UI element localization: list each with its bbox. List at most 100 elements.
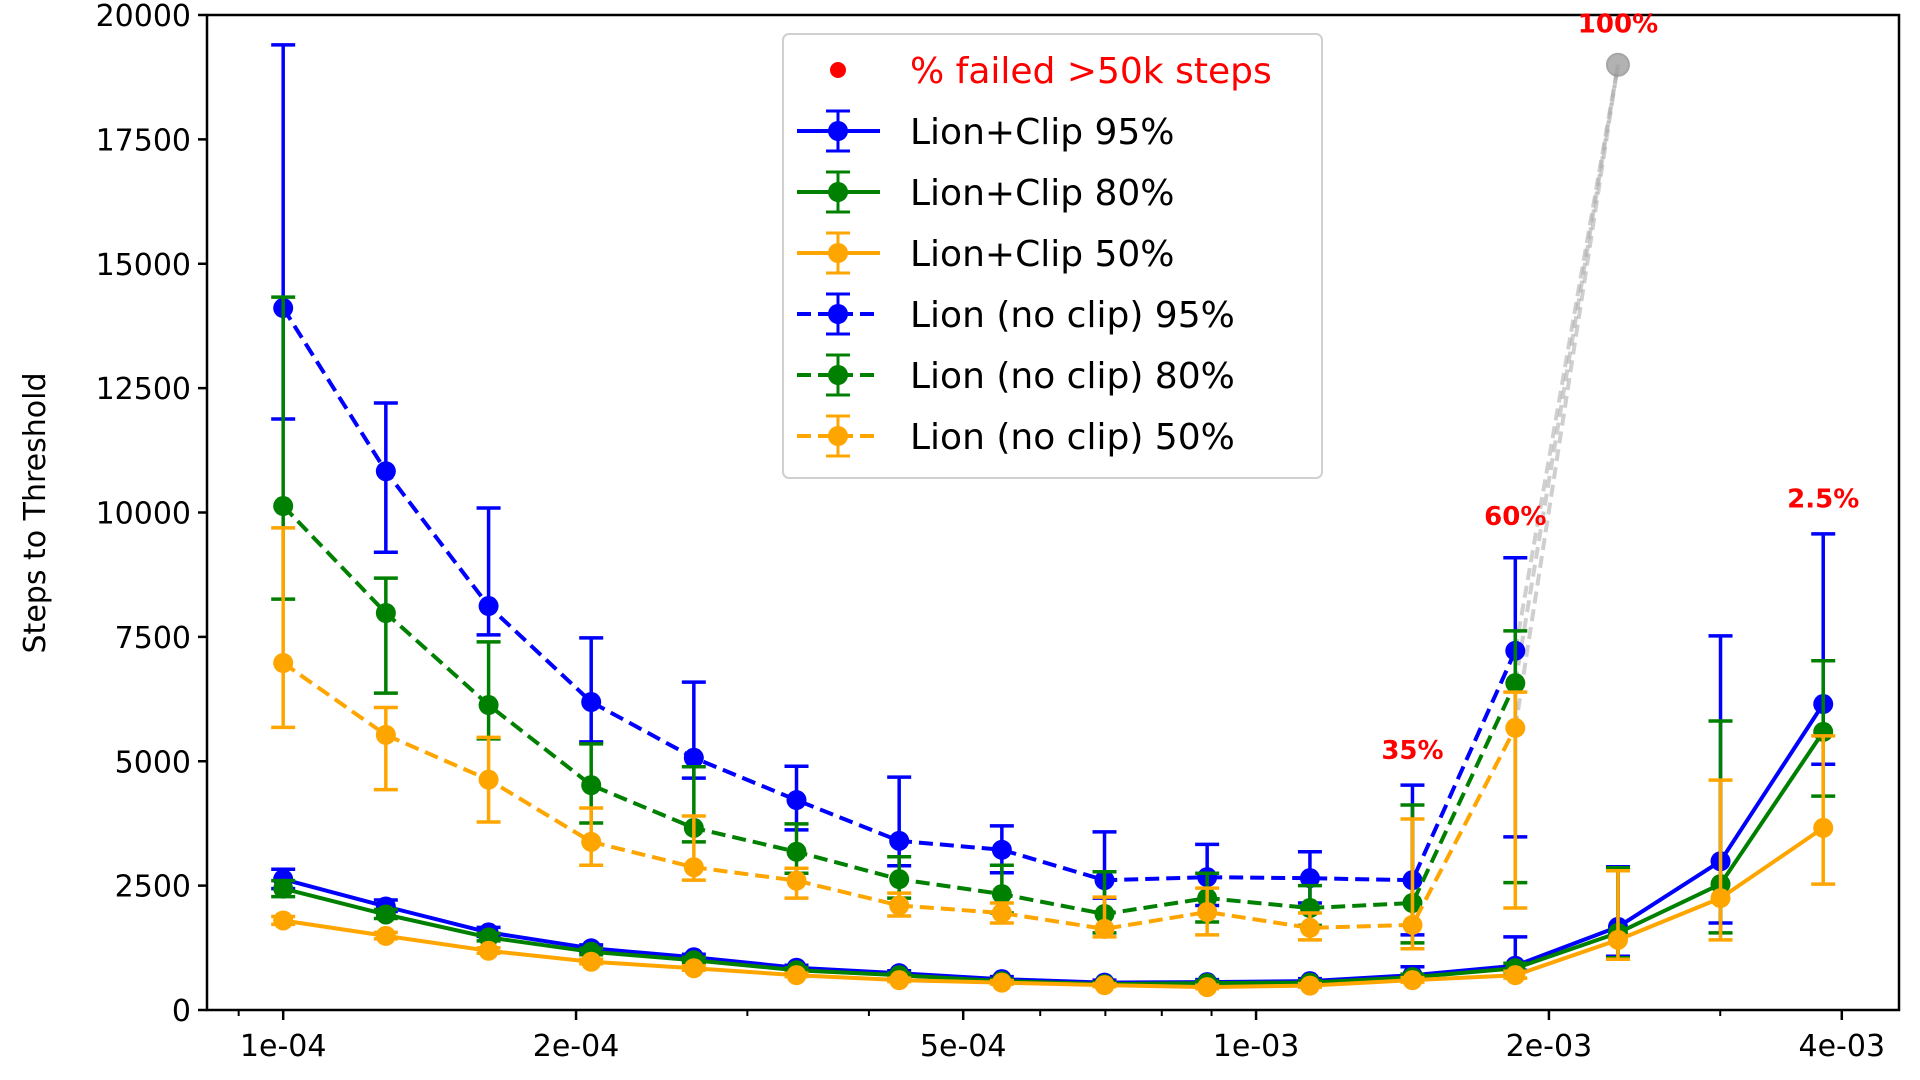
series-lion-no-clip-50- bbox=[271, 526, 1528, 951]
data-point bbox=[581, 775, 602, 796]
x-tick-label: 1e-04 bbox=[240, 1029, 327, 1064]
legend-marker-icon bbox=[828, 243, 848, 263]
data-point bbox=[786, 790, 807, 811]
data-point bbox=[581, 831, 602, 852]
legend-label: Lion+Clip 80% bbox=[910, 173, 1175, 214]
legend-marker-icon bbox=[828, 182, 848, 202]
data-point bbox=[375, 461, 396, 482]
data-point bbox=[478, 769, 499, 790]
failed-connector-line bbox=[1513, 64, 1620, 729]
legend-marker-icon bbox=[828, 304, 848, 324]
legend-entry: % failed >50k steps bbox=[830, 51, 1272, 92]
data-point bbox=[889, 895, 910, 916]
legend-label: Lion+Clip 50% bbox=[910, 234, 1175, 275]
data-point bbox=[683, 958, 704, 979]
legend-label: Lion (no clip) 95% bbox=[910, 295, 1235, 336]
legend-label: Lion (no clip) 50% bbox=[910, 417, 1235, 458]
legend-entry: Lion+Clip 95% bbox=[797, 109, 1175, 153]
data-point bbox=[991, 884, 1012, 905]
series-line bbox=[282, 826, 1825, 990]
data-point bbox=[581, 692, 602, 713]
data-point bbox=[1402, 970, 1423, 991]
data-point bbox=[991, 839, 1012, 860]
data-point bbox=[1197, 977, 1218, 998]
failure-annotations: 35% 60% 100% 2.5% bbox=[1381, 9, 1859, 765]
data-point bbox=[889, 869, 910, 890]
x-tick-label: 1e-03 bbox=[1213, 1029, 1300, 1064]
y-tick-label: 0 bbox=[172, 994, 191, 1029]
failure-rate-label: 100% bbox=[1578, 9, 1658, 39]
y-axis-label: Steps to Threshold bbox=[18, 373, 53, 654]
data-point bbox=[375, 602, 396, 623]
data-point bbox=[683, 857, 704, 878]
failure-rate-label: 2.5% bbox=[1787, 485, 1859, 515]
data-point bbox=[786, 841, 807, 862]
data-point bbox=[375, 904, 396, 925]
data-point bbox=[1607, 929, 1628, 950]
legend-box bbox=[782, 33, 1323, 479]
data-point bbox=[478, 695, 499, 716]
legend-entry: Lion (no clip) 80% bbox=[797, 353, 1235, 397]
plot-area bbox=[271, 43, 1836, 998]
data-point bbox=[889, 830, 910, 851]
series-group bbox=[271, 43, 1836, 998]
data-point bbox=[786, 870, 807, 891]
y-tick-label: 2500 bbox=[115, 870, 191, 905]
data-point bbox=[991, 902, 1012, 923]
data-point bbox=[273, 910, 294, 931]
data-point bbox=[1505, 717, 1526, 738]
data-point bbox=[1299, 975, 1320, 996]
legend-label: % failed >50k steps bbox=[910, 51, 1272, 92]
y-tick-label: 15000 bbox=[96, 248, 191, 283]
data-point bbox=[581, 951, 602, 972]
failed-point-marker bbox=[1605, 52, 1630, 77]
x-tick-label: 2e-03 bbox=[1506, 1029, 1593, 1064]
legend-dot-icon bbox=[830, 62, 846, 78]
legend: % failed >50k steps Lion+Clip 95% Lion+Cli… bbox=[782, 33, 1323, 479]
y-tick-label: 20000 bbox=[96, 0, 191, 34]
legend-entry: Lion+Clip 50% bbox=[797, 231, 1175, 275]
series-lion-no-clip-95- bbox=[271, 43, 1528, 937]
data-point bbox=[991, 972, 1012, 993]
y-tick-label: 12500 bbox=[96, 372, 191, 407]
data-point bbox=[1710, 888, 1731, 909]
data-point bbox=[375, 925, 396, 946]
series-lion-clip-50- bbox=[271, 734, 1836, 998]
data-point bbox=[1094, 918, 1115, 939]
legend-marker-icon bbox=[828, 121, 848, 141]
legend-entry: Lion (no clip) 50% bbox=[797, 414, 1235, 458]
data-point bbox=[1299, 917, 1320, 938]
x-tick-label: 4e-03 bbox=[1799, 1029, 1886, 1064]
data-point bbox=[1299, 868, 1320, 889]
legend-marker-icon bbox=[828, 426, 848, 446]
legend-entry: Lion+Clip 80% bbox=[797, 170, 1175, 214]
data-point bbox=[375, 724, 396, 745]
legend-marker-icon bbox=[828, 365, 848, 385]
data-point bbox=[273, 652, 294, 673]
series-lion-clip-95- bbox=[271, 532, 1836, 993]
y-tick-label: 17500 bbox=[96, 123, 191, 158]
x-tick-label: 5e-04 bbox=[920, 1029, 1007, 1064]
data-point bbox=[786, 965, 807, 986]
data-point bbox=[1402, 914, 1423, 935]
data-point bbox=[478, 940, 499, 961]
failure-rate-label: 60% bbox=[1484, 502, 1546, 532]
legend-label: Lion (no clip) 80% bbox=[910, 356, 1235, 397]
data-point bbox=[273, 496, 294, 517]
data-point bbox=[1813, 817, 1834, 838]
y-tick-label: 10000 bbox=[96, 497, 191, 532]
data-point bbox=[1094, 975, 1115, 996]
legend-label: Lion+Clip 95% bbox=[910, 112, 1175, 153]
axes: 0 2500 5000 7500 10000 12500 15000 17500 20000 1e… bbox=[96, 0, 1901, 1064]
failure-rate-label: 35% bbox=[1381, 736, 1443, 766]
data-point bbox=[1505, 965, 1526, 986]
x-tick-label: 2e-04 bbox=[533, 1029, 620, 1064]
legend-entry: Lion (no clip) 95% bbox=[797, 292, 1235, 336]
data-point bbox=[478, 596, 499, 617]
data-point bbox=[1505, 673, 1526, 694]
data-point bbox=[889, 970, 910, 991]
data-point bbox=[1197, 901, 1218, 922]
data-point bbox=[683, 747, 704, 768]
y-tick-label: 7500 bbox=[115, 621, 191, 656]
